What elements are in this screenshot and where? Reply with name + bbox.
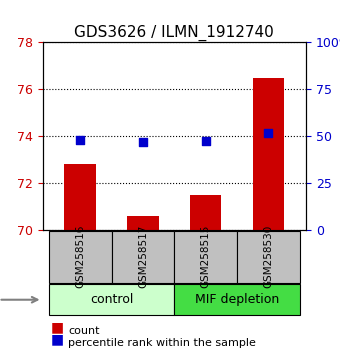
Text: GSM258530: GSM258530	[264, 225, 273, 288]
Title: GDS3626 / ILMN_1912740: GDS3626 / ILMN_1912740	[74, 25, 274, 41]
Point	[203, 138, 208, 144]
Bar	[65, 164, 96, 230]
Bar	[253, 78, 284, 230]
FancyBboxPatch shape	[237, 231, 300, 283]
Text: control: control	[90, 293, 133, 306]
FancyBboxPatch shape	[174, 284, 300, 315]
Text: ■: ■	[51, 320, 64, 334]
Text: GSM258516: GSM258516	[75, 224, 85, 288]
Text: ■: ■	[51, 332, 64, 346]
Text: percentile rank within the sample: percentile rank within the sample	[68, 338, 256, 348]
Text: GSM258515: GSM258515	[201, 224, 210, 288]
Text: MIF depletion: MIF depletion	[195, 293, 279, 306]
Text: count: count	[68, 326, 100, 336]
Point	[266, 130, 271, 136]
Bar	[127, 216, 158, 230]
FancyBboxPatch shape	[112, 231, 174, 283]
Point	[140, 139, 146, 145]
Point	[78, 137, 83, 143]
FancyBboxPatch shape	[174, 231, 237, 283]
Bar	[190, 195, 221, 230]
FancyBboxPatch shape	[49, 231, 112, 283]
Text: GSM258517: GSM258517	[138, 224, 148, 288]
FancyBboxPatch shape	[49, 284, 174, 315]
